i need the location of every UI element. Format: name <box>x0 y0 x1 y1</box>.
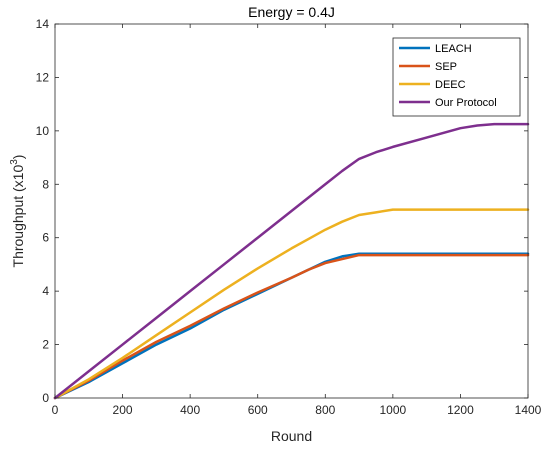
y-tick-label: 8 <box>42 177 49 191</box>
x-axis-label: Round <box>271 428 312 444</box>
x-tick-label: 400 <box>180 403 200 417</box>
legend-label-our-protocol: Our Protocol <box>435 97 497 109</box>
x-tick-label: 600 <box>248 403 268 417</box>
y-tick-label: 6 <box>42 231 49 245</box>
x-tick-label: 0 <box>52 403 59 417</box>
plot-frame <box>54 23 529 399</box>
y-axis-label: Throughput (x103) <box>9 155 26 268</box>
y-axis-label-suffix: ) <box>10 155 26 160</box>
chart-title: Energy = 0.4J <box>248 4 335 20</box>
y-tick-label: 14 <box>36 17 50 31</box>
legend: LEACH SEP DEEC Our Protocol <box>392 37 521 117</box>
x-tick-label: 1000 <box>380 403 407 417</box>
y-axis-label-main: Throughput (x10 <box>10 165 26 268</box>
x-tick-label: 1200 <box>447 403 474 417</box>
legend-label-deec: DEEC <box>435 79 466 91</box>
x-tick-label: 200 <box>113 403 133 417</box>
x-tick-label: 800 <box>315 403 335 417</box>
ticks-layer: 0 200 400 600 800 1000 1200 1400 0 2 4 6 8 10 12 14 <box>36 17 542 417</box>
y-tick-label: 10 <box>36 124 50 138</box>
x-tick-label: 1400 <box>515 403 542 417</box>
y-tick-label: 2 <box>42 338 49 352</box>
series-line-deec <box>53 208 530 400</box>
series-line-sep <box>53 253 530 400</box>
series-layer <box>53 122 530 400</box>
y-tick-label: 0 <box>42 391 49 405</box>
y-tick-label: 12 <box>36 70 50 84</box>
legend-label-leach: LEACH <box>435 43 472 55</box>
y-axis-label-exponent: 3 <box>9 159 20 165</box>
legend-label-sep: SEP <box>435 61 457 73</box>
series-line-our-protocol <box>53 122 530 400</box>
y-tick-label: 4 <box>42 284 49 298</box>
